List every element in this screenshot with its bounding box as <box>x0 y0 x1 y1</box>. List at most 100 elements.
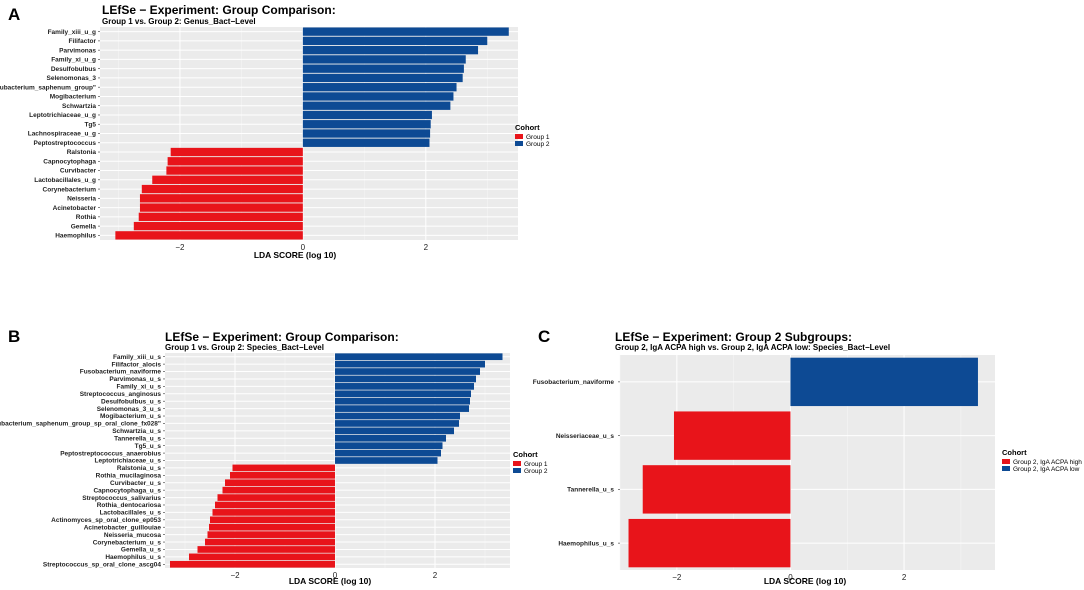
category-label: Corynebacterium_u_s <box>93 539 162 546</box>
bar-selenomonas-3-u-s <box>335 405 469 412</box>
bar-neisseriaceae-u-s <box>673 411 791 460</box>
bar-tg5-u-s <box>335 442 443 450</box>
x-tick-label: 2 <box>902 573 907 582</box>
x-tick-label: 0 <box>301 243 306 252</box>
panel-letter-b: B <box>8 327 20 346</box>
category-label: Family_xi_u_s <box>117 384 162 391</box>
bar-leptotrichiaceae-u-s <box>335 457 438 464</box>
category-label: Rothia <box>76 214 97 221</box>
category-label: Neisseriaceae_u_s <box>556 433 615 440</box>
category-label: Peptostreptococcus <box>34 140 97 147</box>
legend-swatch-igA-low <box>1002 466 1010 471</box>
x-tick-label: −2 <box>175 243 185 252</box>
category-label: Capnocytophaga_u_s <box>93 487 161 494</box>
chart-species-comparison: LEfSe − Experiment: Group Comparison: Gr… <box>0 330 548 586</box>
x-tick-label: 0 <box>788 573 793 582</box>
bar-haemophilus <box>115 231 303 240</box>
category-label: Gemella_u_s <box>121 547 161 554</box>
category-label: Selenomonas_3 <box>47 75 97 82</box>
chart-group2-subgroups: LEfSe − Experiment: Group 2 Subgroups: G… <box>533 330 1083 586</box>
bar-filifactor-alocis <box>335 360 485 368</box>
bar-family-xiii-u-g <box>302 27 509 36</box>
category-label: Tg5 <box>84 121 96 128</box>
legend-swatch-group-1 <box>513 461 521 466</box>
category-label: Haemophilus <box>55 233 96 240</box>
x-tick-label: 0 <box>333 571 338 580</box>
category-label: Peptostreptococcus_anaerobius <box>60 450 161 457</box>
chart-subtitle: Group 2, IgA ACPA high vs. Group 2, IgA … <box>615 343 890 352</box>
bar-capnocytophaga-u-s <box>222 486 335 494</box>
chart-genus-comparison: LEfSe − Experiment: Group Comparison: Gr… <box>0 3 550 260</box>
bar-fusobacterium-naviforme <box>790 357 978 407</box>
x-axis-label: LDA SCORE (log 10) <box>289 576 371 586</box>
category-label: Lactobacillales_u_s <box>100 510 162 517</box>
category-label: Rothia_dentocariosa <box>97 502 162 509</box>
bar-desulfobulbus-u-s <box>335 397 470 405</box>
legend-swatch-group-2 <box>515 141 523 146</box>
bar-rothia <box>138 212 303 222</box>
bar-eubacterium-saphenum-group <box>302 83 457 92</box>
category-label: Desulfobulbus <box>51 66 97 73</box>
category-label: Desulfobulbus_u_s <box>101 398 161 405</box>
x-tick-label: −2 <box>672 573 682 582</box>
bar-tg5 <box>302 120 431 129</box>
category-label: Fusobacterium_naviforme <box>533 379 615 386</box>
category-label: Leptotrichiaceae_u_s <box>95 458 162 465</box>
bar-peptostreptococcus-anaerobius <box>335 449 441 457</box>
bar-lactobacillales-u-g <box>152 175 303 184</box>
bar-parvimonas-u-s <box>335 375 476 383</box>
category-label: Lachnospiraceae_u_g <box>28 131 96 138</box>
bar-neisseria <box>139 194 303 203</box>
category-label: Family_xiii_u_s <box>113 354 161 361</box>
category-label: Fusobacterium_naviforme <box>80 369 162 376</box>
category-label: Streptococcus_salivarius <box>82 495 161 502</box>
bar-streptococcus-sp-oral-clone-ascg04 <box>170 560 335 568</box>
bar-lachnospiraceae-u-g <box>302 129 431 138</box>
bar-desulfobulbus <box>302 64 464 73</box>
category-label: Ralstonia <box>67 149 97 156</box>
chart-title: LEfSe − Experiment: Group Comparison: <box>102 3 336 17</box>
legend-title: Cohort <box>515 123 540 132</box>
bar-tannerella-u-s <box>335 434 446 442</box>
category-label: Haemophilus_u_s <box>558 540 614 547</box>
category-label: Acinetobacter_guillouiae <box>84 524 162 531</box>
legend-title: Cohort <box>1002 448 1027 457</box>
category-label: Leptotrichiaceae_u_g <box>29 112 96 119</box>
bar-leptotrichiaceae-u-g <box>302 110 432 120</box>
bar-rothia-mucilaginosa <box>230 471 335 479</box>
bar-curvibacter <box>166 166 303 175</box>
category-label: Parvimonas_u_s <box>109 376 161 383</box>
category-label: Actinomyces_sp_oral_clone_ep053 <box>51 517 161 524</box>
bar-selenomonas-3 <box>302 73 463 83</box>
legend-label-igA-low: Group 2, IgA ACPA low <box>1013 466 1080 473</box>
bar-peptostreptococcus <box>302 138 430 147</box>
bar-family-xiii-u-s <box>335 353 503 361</box>
category-label: Gemella <box>71 223 97 230</box>
bar-gemella <box>133 221 303 231</box>
category-label: Tannerella_u_s <box>567 487 614 494</box>
category-label: Family_xi_u_g <box>51 57 96 64</box>
legend-swatch-group-2 <box>513 468 521 473</box>
panel-letter-c: C <box>538 327 550 346</box>
bar-eubacterium-saphenum-group-sp-oral-clone-fx028 <box>335 420 459 427</box>
bar-actinomyces-sp-oral-clone-ep053 <box>210 516 335 524</box>
bar-parvimonas <box>302 45 479 55</box>
bar-filifactor <box>302 36 488 46</box>
category-label: "_eubacterium_saphenum_group_sp_oral_clo… <box>0 421 161 428</box>
category-label: Acinetobacter <box>53 205 97 212</box>
category-label: Family_xiii_u_g <box>48 29 96 36</box>
x-tick-label: 2 <box>433 571 438 580</box>
legend-label-group-2: Group 2 <box>526 141 550 148</box>
category-label: Neisseria_mucosa <box>104 532 161 539</box>
category-label: Corynebacterium <box>43 186 97 193</box>
x-axis-label: LDA SCORE (log 10) <box>764 576 846 586</box>
bar-capnocytophaga <box>167 157 303 166</box>
bar-mogibacterium-u-s <box>335 412 460 420</box>
bar-haemophilus-u-s <box>628 518 791 568</box>
bar-family-xi-u-g <box>302 55 466 64</box>
bar-acinetobacter <box>139 203 303 212</box>
legend-label-igA-high: Group 2, IgA ACPA high <box>1013 459 1082 466</box>
category-label: Mogibacterium <box>50 94 96 101</box>
category-label: Haemophilus_u_s <box>105 554 161 561</box>
